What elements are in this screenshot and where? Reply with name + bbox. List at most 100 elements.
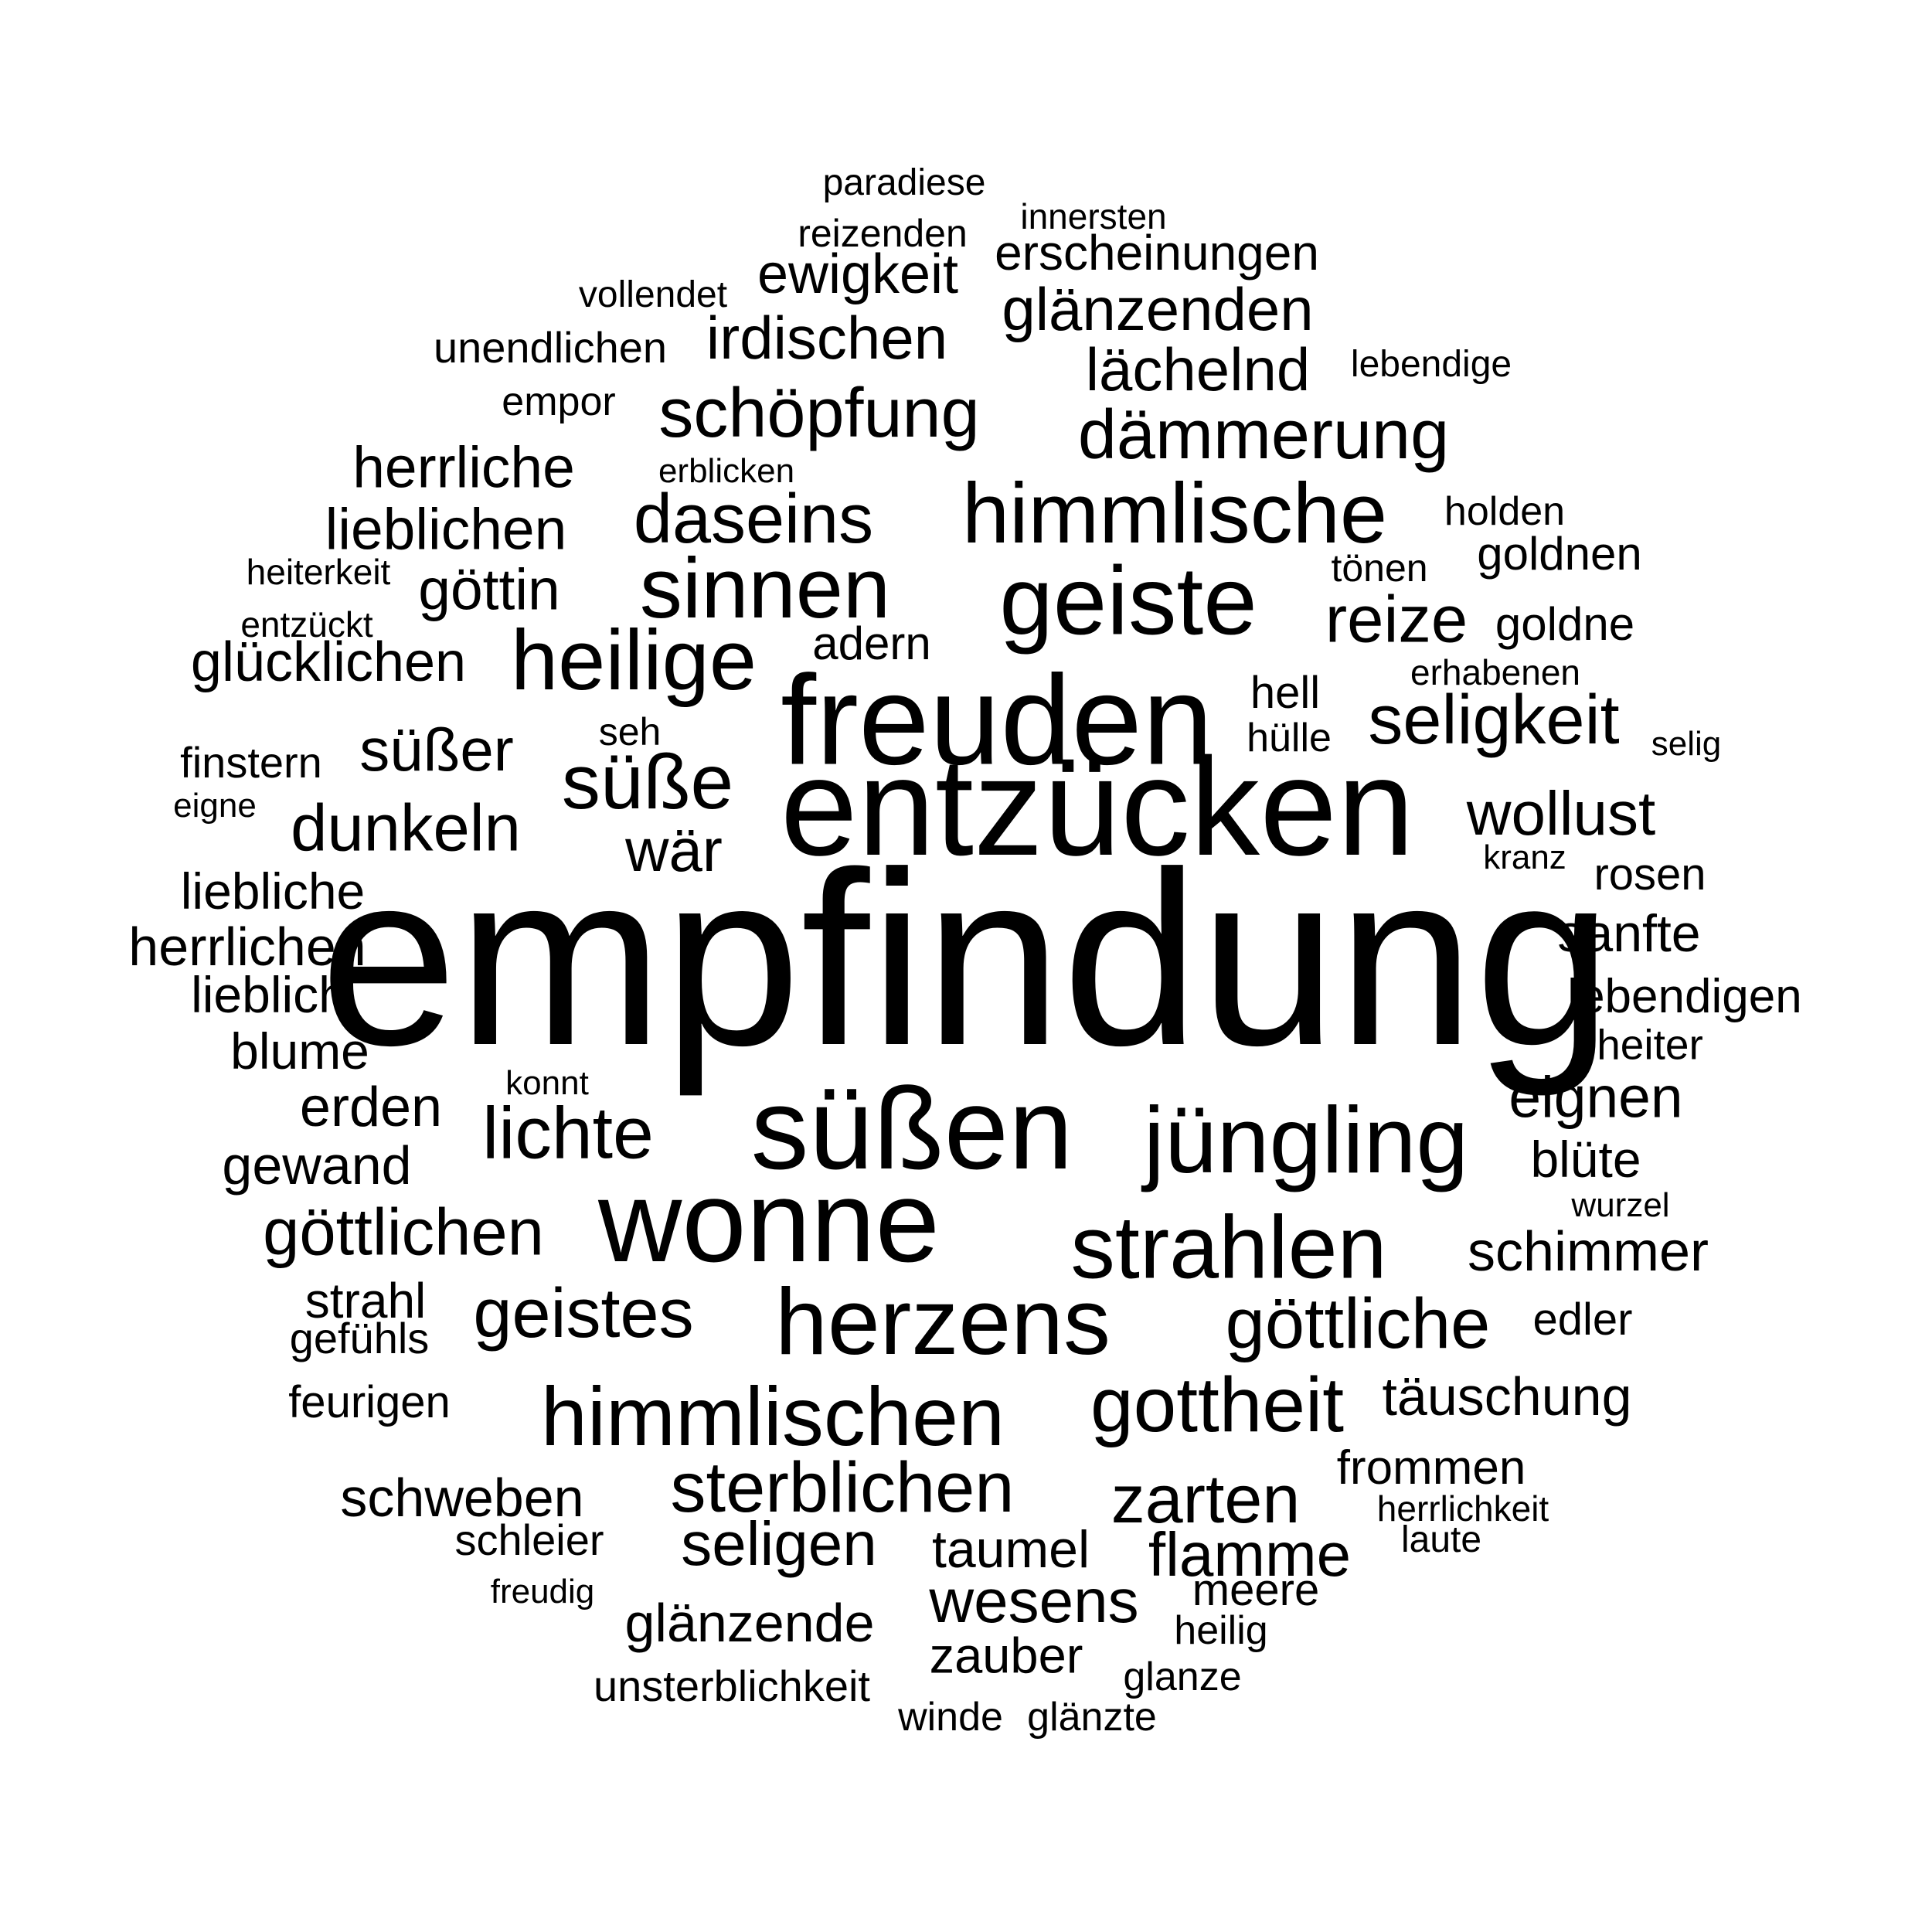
- word-heiterkeit: heiterkeit: [246, 552, 391, 592]
- word-frommen: frommen: [1336, 1441, 1526, 1495]
- word-glaenzenden: glänzenden: [1002, 275, 1314, 343]
- word-entzueckt: entzückt: [240, 604, 373, 645]
- word-goettliche: göttliche: [1225, 1284, 1491, 1363]
- word-huelle: hülle: [1247, 716, 1332, 760]
- word-laute: laute: [1400, 1519, 1482, 1560]
- word-konnt: konnt: [505, 1064, 589, 1102]
- word-erden: erden: [299, 1077, 443, 1138]
- word-gefuehls: gefühls: [289, 1314, 430, 1362]
- word-daemmerung: dämmerung: [1077, 396, 1450, 474]
- word-sterblichen: sterblichen: [670, 1448, 1015, 1527]
- word-waer: wär: [625, 816, 723, 884]
- word-lichte: lichte: [482, 1092, 654, 1175]
- word-erscheinungen: erscheinungen: [995, 225, 1319, 281]
- word-lieblich: lieblich: [191, 966, 347, 1023]
- word-taumel: taumel: [931, 1520, 1090, 1579]
- word-goldnen: goldnen: [1477, 528, 1642, 580]
- word-strahl: strahl: [304, 1273, 427, 1328]
- word-schleier: schleier: [454, 1515, 604, 1564]
- word-empor: empor: [502, 379, 616, 424]
- word-goettin: göttin: [418, 556, 560, 622]
- word-himmlischen: himmlischen: [540, 1369, 1005, 1463]
- word-eigne: eigne: [173, 787, 257, 825]
- word-toenen: tönen: [1331, 546, 1428, 590]
- word-freuden: freuden: [781, 648, 1213, 791]
- word-meere: meere: [1192, 1565, 1320, 1615]
- word-ewigkeit: ewigkeit: [757, 243, 959, 305]
- word-eignen: eignen: [1509, 1064, 1683, 1130]
- word-selig: selig: [1651, 725, 1722, 763]
- word-adern: adern: [812, 617, 931, 669]
- word-laechelnd: lächelnd: [1085, 335, 1311, 403]
- word-suesse: süße: [561, 739, 734, 825]
- word-vollendet: vollendet: [578, 274, 728, 315]
- word-innersten: innersten: [1020, 196, 1167, 236]
- word-lebendigen: lebendigen: [1567, 970, 1802, 1023]
- word-heilige: heilige: [510, 613, 757, 708]
- word-sanfte: sanfte: [1557, 904, 1701, 963]
- word-kranz: kranz: [1483, 838, 1566, 876]
- word-suessen: süßen: [750, 1063, 1073, 1193]
- word-suesser: süßer: [359, 716, 514, 784]
- word-erhabenen: erhabenen: [1410, 652, 1580, 692]
- word-heiter: heiter: [1597, 1020, 1703, 1069]
- word-seh: seh: [598, 710, 662, 753]
- word-erblicken: erblicken: [658, 452, 795, 490]
- word-goettlichen: göttlichen: [263, 1196, 544, 1270]
- word-juengling: jüngling: [1143, 1087, 1469, 1192]
- word-glaenzende: glänzende: [624, 1593, 875, 1653]
- word-seligkeit: seligkeit: [1368, 682, 1620, 759]
- word-freudig: freudig: [490, 1573, 595, 1611]
- word-seligen: seligen: [681, 1509, 877, 1578]
- word-herrlichen: herrlichen: [128, 917, 366, 977]
- word-herrliche: herrliche: [352, 434, 575, 500]
- word-gottheit: gottheit: [1090, 1362, 1345, 1448]
- word-reize: reize: [1325, 583, 1468, 657]
- word-edler: edler: [1532, 1294, 1633, 1345]
- word-holden: holden: [1444, 489, 1566, 534]
- word-schweben: schweben: [340, 1468, 584, 1528]
- word-sinnen: sinnen: [639, 541, 891, 636]
- word-strahlen: strahlen: [1070, 1198, 1387, 1298]
- word-glaenzte: glänzte: [1027, 1695, 1157, 1740]
- word-schoepfung: schöpfung: [658, 375, 980, 452]
- word-gewand: gewand: [222, 1135, 412, 1196]
- word-irdischen: irdischen: [706, 304, 948, 372]
- word-lebendige: lebendige: [1350, 344, 1512, 385]
- word-wurzel: wurzel: [1571, 1186, 1670, 1224]
- word-unsterblichkeit: unsterblichkeit: [594, 1662, 870, 1710]
- word-wesens: wesens: [929, 1566, 1139, 1635]
- word-taeuschung: täuschung: [1382, 1366, 1632, 1427]
- word-geistes: geistes: [473, 1275, 694, 1352]
- word-herrlichkeit: herrlichkeit: [1376, 1488, 1549, 1529]
- word-daseins: daseins: [633, 481, 874, 558]
- word-goldne: goldne: [1495, 598, 1635, 650]
- word-entzuecken: entzücken: [780, 730, 1415, 885]
- word-blume: blume: [230, 1022, 369, 1080]
- word-himmlische: himmlische: [961, 466, 1388, 561]
- word-paradiese: paradiese: [822, 162, 986, 203]
- word-lieblichen: lieblichen: [325, 496, 567, 562]
- word-zauber: zauber: [929, 1627, 1083, 1684]
- word-gluecklichen: glücklichen: [190, 631, 467, 693]
- word-heilig: heilig: [1174, 1608, 1268, 1653]
- word-unendlichen: unendlichen: [433, 323, 668, 372]
- word-flamme: flamme: [1148, 1520, 1352, 1589]
- word-zarten: zarten: [1111, 1461, 1301, 1537]
- word-bluete: blüte: [1530, 1131, 1641, 1188]
- word-hell: hell: [1250, 668, 1321, 718]
- word-geiste: geiste: [999, 547, 1257, 655]
- word-glanze: glanze: [1123, 1655, 1242, 1699]
- word-dunkeln: dunkeln: [291, 791, 521, 866]
- word-reizenden: reizenden: [798, 212, 968, 255]
- word-feurigen: feurigen: [288, 1377, 451, 1427]
- word-empfindung: empfindung: [319, 820, 1613, 1097]
- word-finstern: finstern: [180, 738, 322, 787]
- word-winde: winde: [898, 1695, 1003, 1740]
- word-rosen: rosen: [1594, 849, 1706, 900]
- word-wollust: wollust: [1466, 779, 1656, 848]
- word-liebliche: liebliche: [180, 862, 366, 920]
- word-herzens: herzens: [774, 1269, 1111, 1374]
- word-schimmer: schimmer: [1467, 1221, 1709, 1283]
